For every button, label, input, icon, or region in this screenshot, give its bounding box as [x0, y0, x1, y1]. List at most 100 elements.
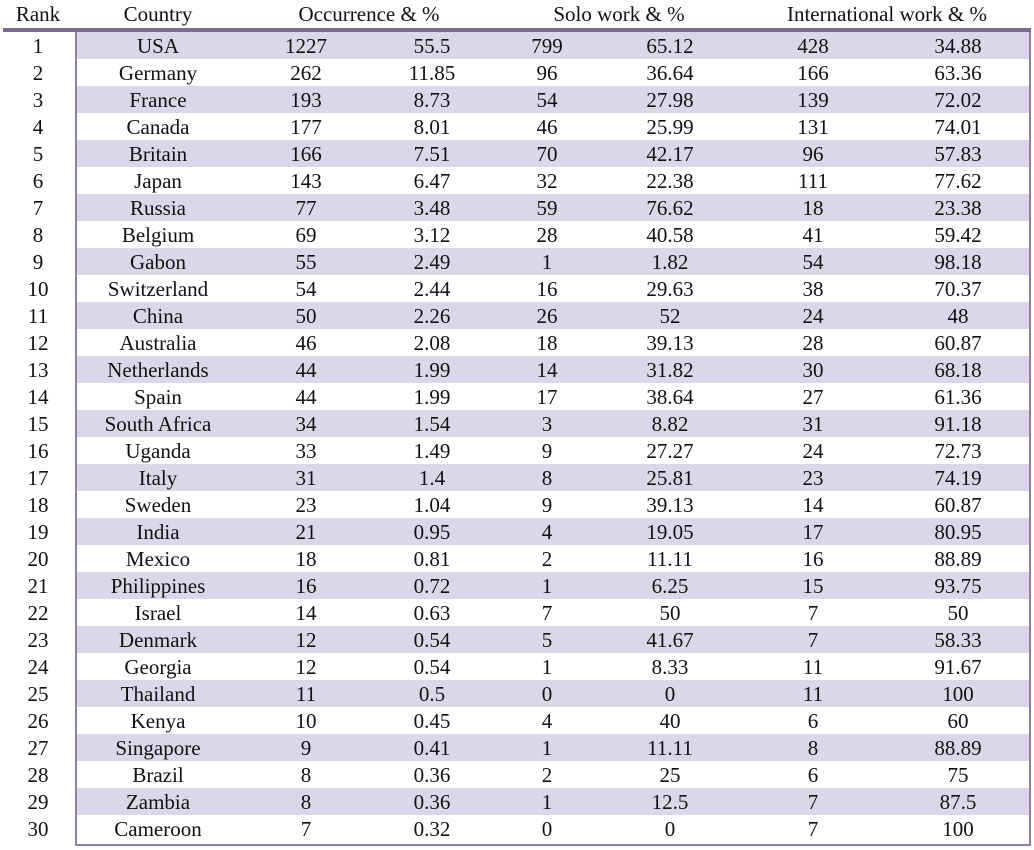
rank-cell: 28: [27, 763, 49, 787]
rank-cell: 17: [27, 466, 49, 490]
international-count-cell: 30: [802, 358, 824, 382]
solo-count-cell: 8: [541, 466, 553, 490]
rank-row: 15: [0, 410, 75, 437]
occurrence-percent-cell: 1.54: [413, 412, 451, 436]
international-percent-cell: 100: [942, 817, 974, 841]
table-row: Japan 143 6.47 32 22.38 111 77.62: [77, 167, 1029, 194]
international-percent-cell: 72.73: [934, 439, 982, 463]
country-cell: USA: [136, 34, 180, 58]
rank-cell: 13: [27, 358, 49, 382]
solo-count-cell: 96: [536, 61, 558, 85]
rank-cell: 5: [32, 142, 44, 166]
international-percent-cell: 23.38: [934, 196, 982, 220]
international-count-cell: 54: [802, 250, 824, 274]
rank-column: 1 2 3 4 5 6 7 8 9 10 11 12 13 14 15 16 17 18 19 20 21 22 23 24 2…: [0, 32, 75, 842]
solo-percent-cell: 12.5: [651, 790, 689, 814]
country-cell: Sweden: [124, 493, 192, 517]
rank-cell: 1: [32, 34, 44, 58]
rank-cell: 14: [27, 385, 49, 409]
occurrence-percent-cell: 1.04: [413, 493, 451, 517]
rank-row: 10: [0, 275, 75, 302]
solo-percent-cell: 19.05: [646, 520, 694, 544]
country-cell: Germany: [118, 61, 198, 85]
international-percent-cell: 75: [947, 763, 969, 787]
occurrence-percent-cell: 0.41: [413, 736, 451, 760]
occurrence-percent-cell: 7.51: [413, 142, 451, 166]
international-percent-cell: 58.33: [934, 628, 982, 652]
international-count-cell: 111: [798, 169, 828, 193]
international-count-cell: 11: [802, 655, 824, 679]
solo-count-cell: 54: [536, 88, 558, 112]
occurrence-percent-cell: 0.36: [413, 790, 451, 814]
rank-row: 8: [0, 221, 75, 248]
table-row: Sweden 23 1.04 9 39.13 14 60.87: [77, 491, 1029, 518]
table-row: India 21 0.95 4 19.05 17 80.95: [77, 518, 1029, 545]
solo-percent-cell: 29.63: [646, 277, 694, 301]
rank-cell: 9: [32, 250, 44, 274]
solo-count-cell: 70: [536, 142, 558, 166]
rank-row: 27: [0, 734, 75, 761]
rank-row: 22: [0, 599, 75, 626]
country-cell: Uganda: [125, 439, 191, 463]
solo-count-cell: 1: [541, 655, 553, 679]
rank-cell: 29: [27, 790, 49, 814]
occurrence-count-cell: 143: [290, 169, 322, 193]
country-cell: Belgium: [121, 223, 195, 247]
occurrence-count-cell: 10: [295, 709, 317, 733]
solo-percent-cell: 40.58: [646, 223, 694, 247]
country-cell: Denmark: [118, 628, 198, 652]
rank-row: 18: [0, 491, 75, 518]
rank-row: 4: [0, 113, 75, 140]
international-percent-cell: 50: [947, 601, 969, 625]
rank-cell: 25: [27, 682, 49, 706]
rank-row: 6: [0, 167, 75, 194]
international-percent-cell: 60.87: [934, 493, 982, 517]
rank-row: 20: [0, 545, 75, 572]
solo-percent-cell: 11.11: [647, 547, 693, 571]
occurrence-percent-cell: 3.12: [413, 223, 451, 247]
rank-cell: 10: [27, 277, 49, 301]
rank-cell: 30: [27, 817, 49, 841]
occurrence-count-cell: 11: [295, 682, 317, 706]
rank-row: 7: [0, 194, 75, 221]
occurrence-percent-cell: 6.47: [413, 169, 451, 193]
table-header: Rank Country Occurrence & % Solo work & …: [0, 0, 1034, 28]
table-row: Singapore 9 0.41 1 11.11 8 88.89: [77, 734, 1029, 761]
country-cell: Gabon: [130, 250, 186, 274]
rank-row: 16: [0, 437, 75, 464]
table-row: Uganda 33 1.49 9 27.27 24 72.73: [77, 437, 1029, 464]
solo-percent-cell: 76.62: [646, 196, 694, 220]
occurrence-percent-cell: 55.5: [413, 34, 451, 58]
rank-cell: 24: [27, 655, 49, 679]
solo-percent-cell: 25.99: [646, 115, 694, 139]
rank-row: 5: [0, 140, 75, 167]
occurrence-count-cell: 14: [295, 601, 317, 625]
solo-percent-cell: 11.11: [647, 736, 693, 760]
international-count-cell: 11: [802, 682, 824, 706]
international-percent-cell: 63.36: [934, 61, 982, 85]
solo-count-cell: 0: [541, 817, 553, 841]
occurrence-count-cell: 34: [295, 412, 317, 436]
rank-cell: 12: [27, 331, 49, 355]
occurrence-count-cell: 69: [295, 223, 317, 247]
international-count-cell: 96: [802, 142, 824, 166]
occurrence-count-cell: 44: [295, 385, 317, 409]
rank-cell: 26: [27, 709, 49, 733]
solo-count-cell: 9: [541, 493, 553, 517]
table-row: Germany 262 11.85 96 36.64 166 63.36: [77, 59, 1029, 86]
international-percent-cell: 74.01: [934, 115, 982, 139]
international-percent-cell: 91.67: [934, 655, 982, 679]
occurrence-percent-cell: 1.4: [418, 466, 446, 490]
table-row: France 193 8.73 54 27.98 139 72.02: [77, 86, 1029, 113]
solo-percent-cell: 8.33: [651, 655, 689, 679]
occurrence-count-cell: 8: [300, 763, 312, 787]
solo-percent-cell: 0: [664, 817, 676, 841]
rank-cell: 6: [32, 169, 44, 193]
occurrence-count-cell: 31: [295, 466, 317, 490]
occurrence-count-cell: 54: [295, 277, 317, 301]
table-row: Britain 166 7.51 70 42.17 96 57.83: [77, 140, 1029, 167]
international-count-cell: 23: [802, 466, 824, 490]
rank-cell: 3: [32, 88, 44, 112]
international-percent-cell: 93.75: [934, 574, 982, 598]
international-count-cell: 7: [807, 628, 819, 652]
